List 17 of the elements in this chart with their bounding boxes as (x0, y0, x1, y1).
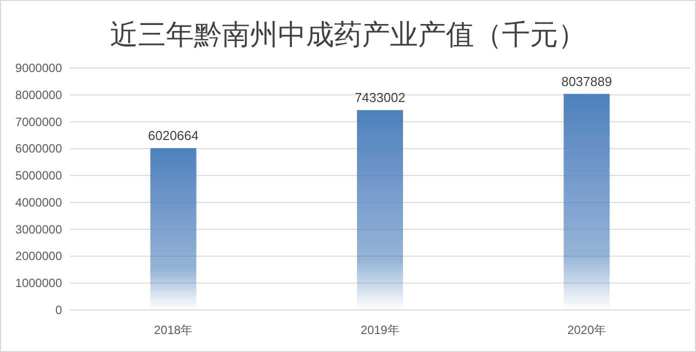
y-tick-label: 8000000 (15, 88, 62, 102)
data-label: 7433002 (354, 90, 406, 106)
data-label: 8037889 (561, 74, 612, 89)
y-tick-label: 9000000 (15, 61, 62, 75)
y-tick-label: 1000000 (15, 276, 62, 290)
x-tick-label: 2019年 (360, 323, 400, 337)
title: 近三年黔南州中成药产业产值（千元） (110, 20, 586, 51)
y-tick-label: 7000000 (15, 114, 62, 129)
y-tick-label: 5000000 (15, 168, 62, 183)
y-tick-label: 3000000 (15, 222, 62, 236)
y-tick-label: 4000000 (15, 195, 62, 210)
data-label: 6020664 (148, 128, 199, 144)
y-tick-label: 6000000 (15, 142, 62, 156)
x-tick-label: 2020年 (567, 323, 606, 337)
x-tick-label: 2018年 (154, 323, 193, 337)
y-tick-label: 0 (55, 303, 62, 317)
y-tick-label: 2000000 (15, 249, 62, 264)
